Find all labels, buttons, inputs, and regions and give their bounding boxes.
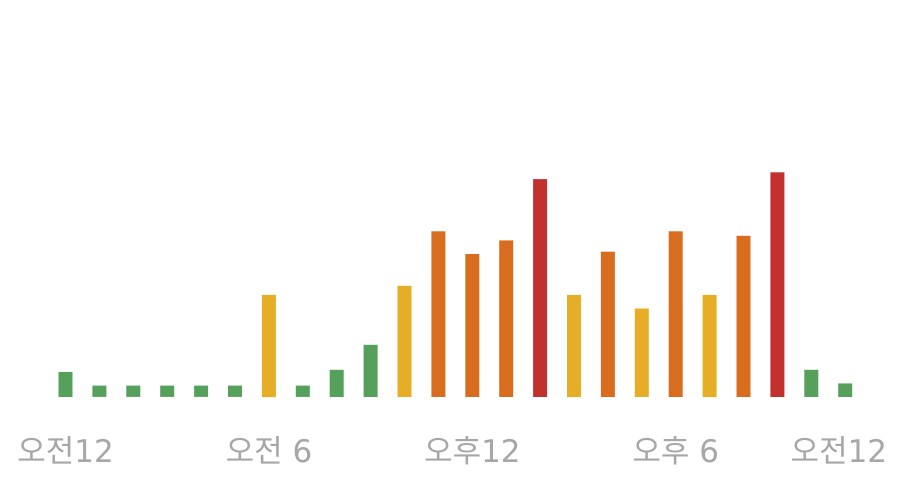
bar-hour-7 (295, 385, 310, 397)
x-tick-label-3: 오후 6 (632, 434, 719, 470)
bar-hour-3 (160, 385, 175, 397)
x-tick-label-0: 오전12 (17, 434, 114, 470)
bar-hour-17 (634, 308, 649, 397)
x-tick-label-2: 오후12 (424, 434, 521, 470)
bar-hour-20 (736, 235, 751, 397)
bar-hour-9 (363, 344, 378, 397)
bars-layer (58, 172, 853, 398)
bar-hour-2 (126, 385, 141, 397)
x-tick-label-1: 오전 6 (226, 434, 313, 470)
bar-hour-13 (499, 240, 514, 397)
bar-hour-6 (261, 294, 276, 398)
bar-hour-14 (533, 179, 548, 397)
bar-hour-22 (804, 369, 819, 397)
bar-hour-19 (702, 294, 717, 398)
bar-hour-21 (770, 172, 785, 397)
bar-hour-16 (600, 251, 615, 397)
bar-hour-11 (431, 231, 446, 397)
bar-hour-23 (838, 383, 853, 397)
bar-hour-1 (92, 385, 107, 397)
bar-hour-15 (567, 294, 581, 398)
bar-hour-8 (329, 369, 344, 397)
bar-hour-10 (397, 285, 412, 397)
x-axis-ticks: 오전12 오전 6 오후12 오후 6 오전12 (17, 434, 887, 470)
bar-hour-12 (465, 254, 480, 397)
bar-hour-4 (194, 385, 209, 397)
x-tick-label-4: 오전12 (791, 434, 888, 470)
bar-hour-18 (668, 231, 683, 397)
bar-hour-0 (58, 372, 73, 397)
bar-hour-5 (228, 385, 242, 397)
